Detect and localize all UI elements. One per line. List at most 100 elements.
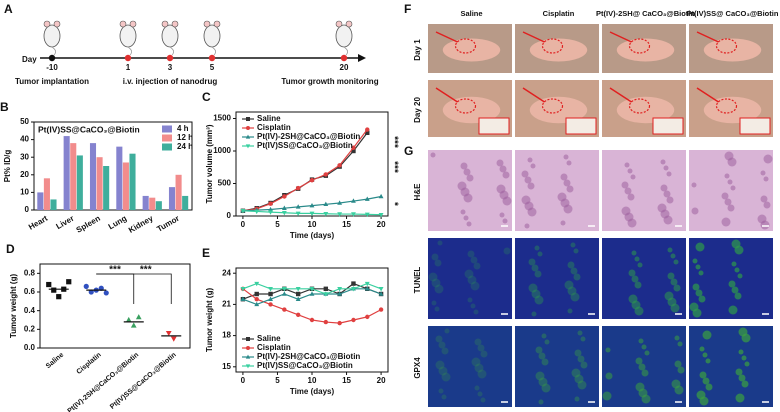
panel-label: D: [6, 242, 15, 256]
cell-spot: [631, 275, 639, 283]
cell-spot: [666, 171, 672, 177]
bar: [76, 155, 83, 210]
cell-spot: [471, 357, 481, 367]
mouse-icon: [335, 20, 353, 56]
cell-spot: [570, 292, 580, 302]
cell-spot: [534, 245, 540, 251]
cell-spot: [574, 396, 580, 402]
x-tick-label: 10: [308, 376, 317, 385]
cell-spot: [474, 338, 482, 346]
cell-spot: [644, 350, 650, 356]
tumor-inset: [652, 117, 684, 135]
cell-spot: [692, 258, 698, 264]
cell-spot: [695, 242, 705, 252]
mouse-shape: [616, 96, 675, 124]
cell-spot: [435, 360, 445, 370]
marker: [378, 287, 384, 292]
y-tick-label: 21: [222, 300, 231, 309]
mouse-body: [203, 24, 221, 48]
arrow: [696, 31, 719, 43]
cell-spot: [698, 270, 704, 276]
legend-label: Saline: [257, 334, 281, 343]
cell-spot: [671, 379, 681, 389]
cell-spot: [531, 289, 541, 299]
panel-label: A: [4, 2, 13, 16]
legend-label: Pt(IV)SS@CaCO₃@Biotin: [257, 361, 353, 370]
y-tick-label: 0: [25, 205, 30, 214]
cell-spot: [438, 341, 446, 349]
marker: [351, 148, 356, 154]
marker: [351, 287, 356, 292]
legend-label: 24 h: [177, 142, 193, 151]
column-label: Saline: [460, 9, 482, 18]
cell-spot: [730, 185, 736, 191]
cell-spot: [635, 382, 645, 392]
cell-spot: [702, 330, 712, 340]
cell-spot: [699, 371, 707, 379]
cell-spot: [741, 355, 747, 361]
cell-spot: [670, 253, 676, 259]
x-tick-label: 20: [377, 220, 386, 229]
cell-spot: [724, 151, 734, 161]
cell-spot: [431, 253, 439, 261]
y-tick-label: 30: [20, 152, 29, 161]
cell-spot: [567, 286, 577, 296]
bar: [149, 197, 156, 210]
y-tick-label: 40: [20, 135, 29, 144]
cell-spot: [760, 195, 768, 203]
marker: [245, 364, 251, 369]
arrow: [609, 31, 632, 43]
bar: [50, 199, 57, 210]
y-tick-label: 0.8: [24, 268, 36, 277]
cell-spot: [721, 217, 731, 227]
marker: [268, 201, 273, 206]
panel-label: F: [404, 2, 411, 16]
cell-spot: [541, 383, 551, 393]
cell-spot: [763, 176, 769, 182]
cell-spot: [628, 294, 638, 304]
mouse-icon: [43, 20, 61, 56]
marker: [240, 209, 246, 214]
cell-spot: [689, 302, 699, 312]
cell-spot: [677, 366, 685, 374]
cell-spot: [544, 339, 550, 345]
marker: [364, 281, 370, 287]
cell-spot: [535, 371, 545, 381]
cell-spot: [477, 344, 485, 352]
legend-label: Saline: [257, 114, 281, 123]
legend-label: Pt(IV)-2SH@CaCO₃@Biotin: [257, 352, 360, 361]
mouse-ear: [213, 20, 221, 28]
micrograph: [515, 326, 599, 407]
cell-spot: [635, 357, 643, 365]
cell-spot: [696, 390, 706, 400]
day-dot: [124, 54, 132, 62]
marker: [246, 337, 250, 341]
arrow: [435, 87, 458, 103]
tumor-circle: [541, 38, 564, 54]
mouse-tail: [343, 46, 348, 56]
x-axis-label: Time (days): [290, 387, 335, 396]
mouse-tail: [211, 46, 216, 56]
y-tick-label: 15: [222, 362, 231, 371]
x-tick-label: 15: [342, 220, 351, 229]
marker: [245, 144, 251, 149]
mouse-ear: [171, 20, 179, 28]
cell-spot: [699, 346, 705, 352]
mouse-ear: [345, 20, 353, 28]
cell-spot: [728, 305, 738, 315]
cell-spot: [738, 374, 746, 382]
marker: [351, 281, 356, 286]
day-value: 3: [168, 63, 173, 72]
x-tick-label: Liver: [54, 214, 75, 231]
y-tick-label: 24: [222, 268, 231, 277]
annotation: ***: [388, 161, 399, 173]
cell-spot: [534, 270, 542, 278]
day-label: Day: [22, 55, 37, 64]
day-value: -10: [46, 63, 58, 72]
marker: [378, 193, 384, 199]
cell-spot: [731, 286, 739, 294]
row-label: Day 1: [413, 39, 422, 61]
cell-spot: [496, 159, 504, 167]
cell-spot: [463, 168, 471, 176]
marker: [245, 134, 251, 139]
